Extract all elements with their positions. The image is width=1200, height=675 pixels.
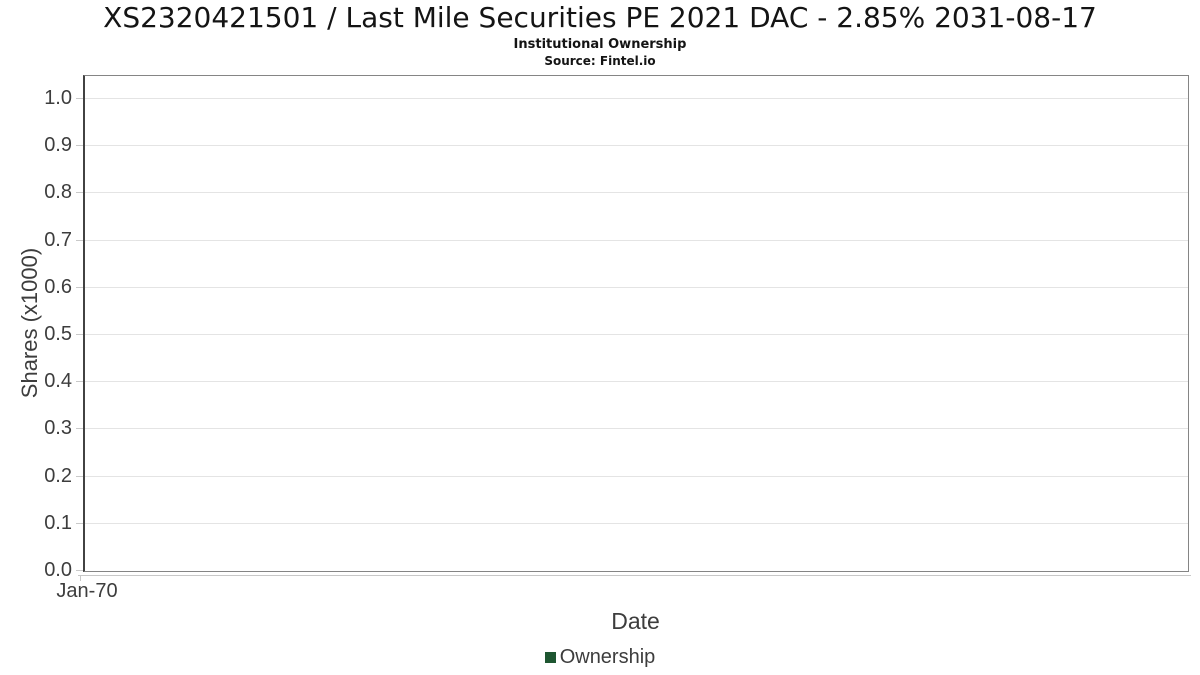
gridline-y-0.5 [85,334,1188,335]
gridline-y-1.0 [85,98,1188,99]
legend-item-ownership[interactable]: Ownership [544,645,656,669]
y-tick-label-1.0: 1.0 [44,87,72,109]
y-tick-mark-0.4 [76,381,83,383]
chart-source: Source: Fintel.io [544,54,656,68]
y-tick-mark-1.0 [76,98,83,99]
legend: Ownership [0,645,1200,669]
y-tick-label-0.9: 0.9 [44,134,72,157]
gridline-y-0.9 [85,145,1188,147]
gridline-y-0.3 [85,428,1188,430]
y-tick-mark-0.1 [76,522,83,524]
y-tick-label-0.6: 0.6 [44,275,72,298]
x-axis-line [78,575,1191,576]
y-tick-label-0.7: 0.7 [44,228,72,251]
x-axis-title: Date [611,608,660,634]
legend-label: Ownership [559,646,656,668]
legend-marker-icon [544,651,556,663]
y-tick-mark-0.0 [76,570,83,571]
gridline-y-0.2 [85,475,1188,477]
y-tick-label-0.3: 0.3 [44,417,72,440]
y-tick-mark-0.7 [76,239,83,241]
y-tick-label-0.0: 0.0 [44,559,72,581]
x-tick-mark-Jan-70 [80,575,81,581]
y-tick-label-0.2: 0.2 [44,464,72,487]
y-tick-label-0.4: 0.4 [44,370,72,393]
gridline-y-0.7 [85,239,1188,241]
gridline-y-0.4 [85,381,1188,383]
y-tick-mark-0.5 [76,334,83,335]
y-tick-mark-0.3 [76,428,83,430]
y-tick-label-0.8: 0.8 [44,181,72,204]
x-tick-label-Jan-70: Jan-70 [56,580,118,602]
gridline-y-0.8 [85,192,1188,194]
y-tick-mark-0.6 [76,286,83,288]
gridline-y-0.1 [85,522,1188,524]
y-tick-mark-0.8 [76,192,83,194]
y-tick-label-0.5: 0.5 [44,323,72,345]
plot-area [83,75,1189,572]
y-tick-mark-0.9 [76,145,83,147]
y-tick-label-0.1: 0.1 [44,511,72,534]
chart-title: XS2320421501 / Last Mile Securities PE 2… [103,1,1097,34]
chart-subtitle: Institutional Ownership [513,37,687,52]
chart-header: XS2320421501 / Last Mile Securities PE 2… [0,1,1200,69]
gridline-y-0.6 [85,286,1188,288]
y-tick-mark-0.2 [76,475,83,477]
